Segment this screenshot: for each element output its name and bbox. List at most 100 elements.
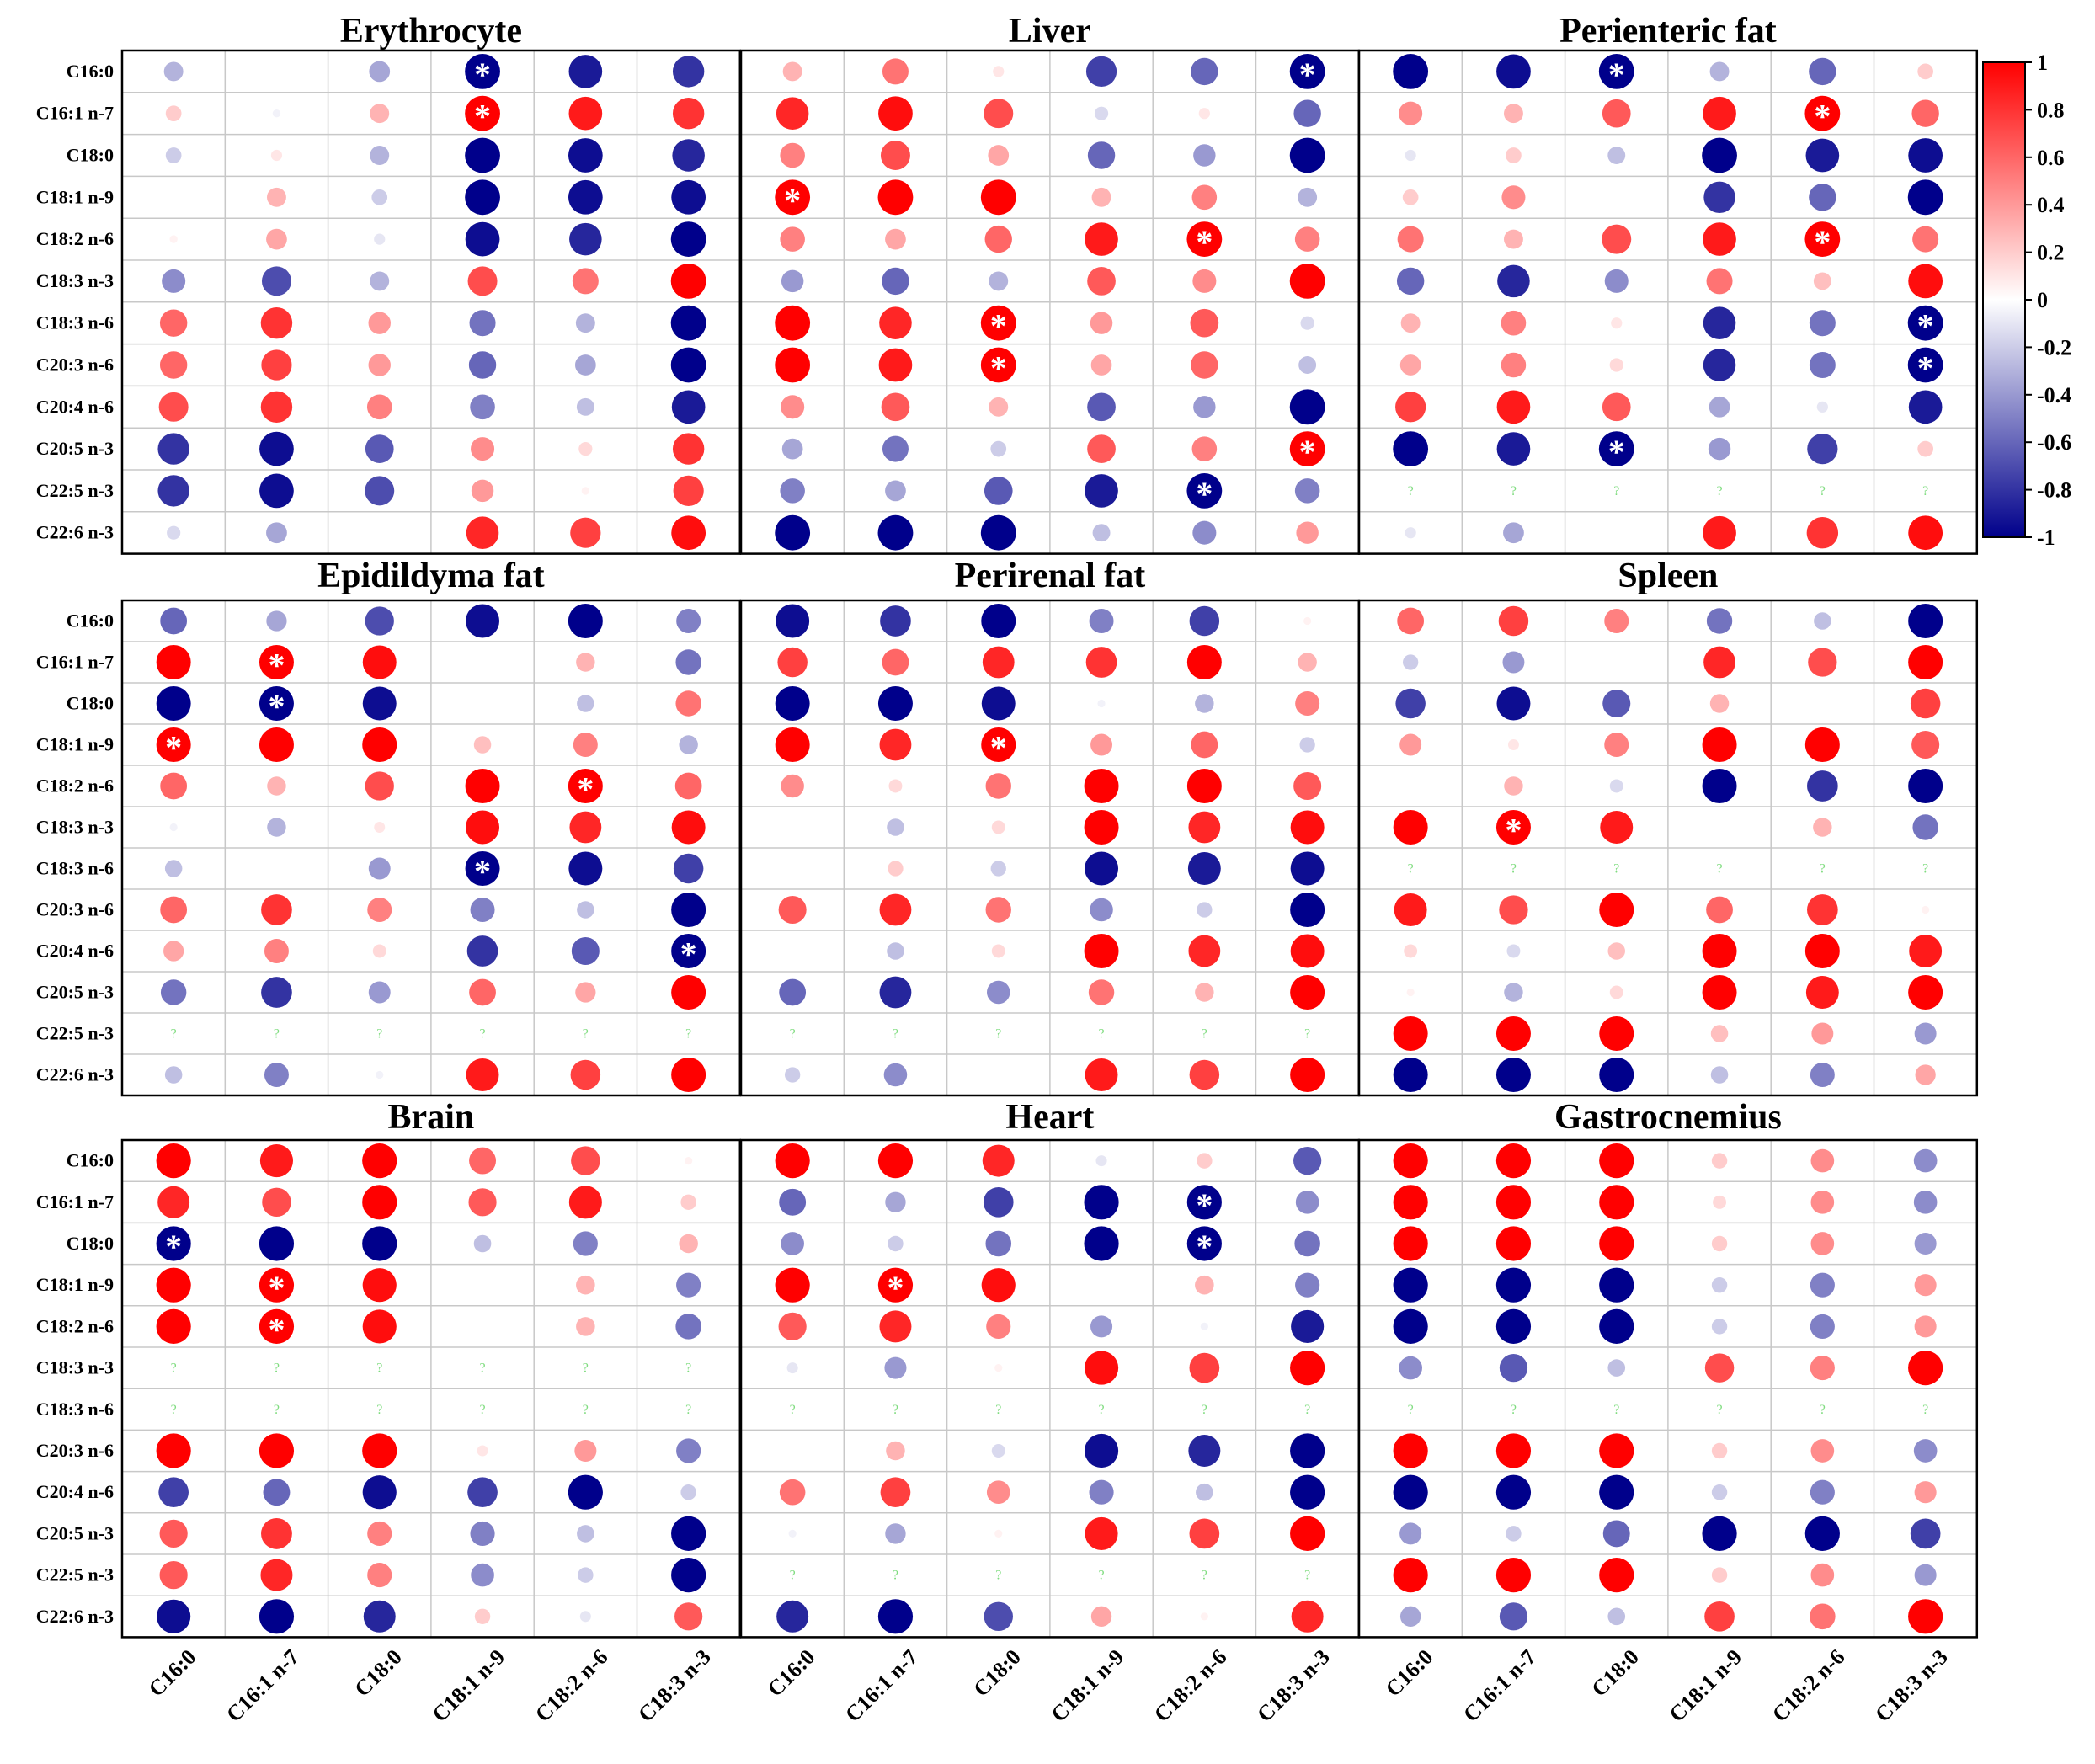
correlation-dot — [775, 727, 810, 762]
na-mark: ? — [1613, 484, 1619, 498]
correlation-dot — [365, 476, 395, 506]
na-mark: ? — [1511, 1403, 1517, 1417]
correlation-dot — [791, 825, 795, 829]
correlation-dot — [1711, 1484, 1728, 1500]
correlation-dot — [1087, 141, 1116, 169]
correlation-dot — [775, 514, 811, 551]
correlation-dot — [481, 701, 485, 706]
correlation-dot — [157, 1599, 191, 1633]
correlation-dot — [159, 309, 188, 337]
column-label: C16:1 n-7 — [840, 1644, 923, 1727]
correlation-dot — [1599, 1185, 1634, 1220]
correlation-dot — [1291, 1309, 1325, 1343]
correlation-dot — [882, 267, 909, 296]
correlation-dot — [467, 266, 498, 296]
correlation-dot — [579, 1611, 591, 1623]
correlation-dot — [1097, 699, 1106, 708]
correlation-dot — [1908, 975, 1943, 1010]
correlation-dot — [981, 686, 1016, 721]
correlation-dot — [259, 645, 294, 679]
correlation-dot — [1614, 195, 1618, 200]
correlation-dot — [1195, 983, 1214, 1002]
na-mark: ? — [1716, 1403, 1722, 1417]
correlation-dot — [1602, 224, 1632, 254]
na-mark: ? — [171, 1403, 177, 1417]
correlation-dot — [1090, 1606, 1112, 1627]
row-label: C16:0 — [67, 61, 114, 82]
correlation-dot — [466, 516, 499, 549]
correlation-dot — [1393, 1267, 1428, 1303]
correlation-dot — [1290, 1351, 1325, 1386]
colorbar-tick-label: -0.8 — [2037, 478, 2071, 503]
correlation-dot — [885, 228, 906, 250]
correlation-dot — [1197, 902, 1213, 918]
correlation-dot — [372, 944, 386, 958]
correlation-dot — [781, 438, 803, 460]
correlation-dot — [880, 141, 910, 170]
correlation-dot — [1089, 1479, 1114, 1505]
correlation-dot — [1087, 434, 1116, 463]
correlation-dot — [1810, 1356, 1835, 1381]
correlation-dot — [164, 860, 183, 877]
correlation-dot — [1912, 226, 1939, 253]
correlation-dot — [885, 480, 906, 502]
row-label: C18:0 — [67, 1233, 114, 1254]
correlation-dot — [1706, 608, 1733, 634]
correlation-dot — [1914, 1232, 1937, 1255]
correlation-dot — [577, 695, 594, 712]
correlation-dot — [1499, 1602, 1528, 1631]
significance-star: * — [1196, 1186, 1213, 1224]
correlation-dot — [984, 99, 1014, 129]
correlation-dot — [1085, 1058, 1118, 1091]
correlation-dot — [671, 934, 706, 968]
correlation-dot — [1810, 1063, 1835, 1087]
na-mark: ? — [893, 1027, 898, 1042]
correlation-dot — [261, 349, 292, 381]
correlation-dot — [1706, 268, 1733, 295]
correlation-dot — [1604, 733, 1629, 757]
correlation-dot — [982, 1144, 1015, 1177]
na-mark: ? — [1408, 1403, 1414, 1417]
correlation-dot — [465, 769, 500, 803]
correlation-dot — [1085, 56, 1117, 87]
correlation-dot — [1820, 701, 1825, 706]
correlation-dot — [1295, 1190, 1319, 1214]
correlation-dot — [1807, 770, 1838, 802]
correlation-dot — [1504, 776, 1523, 796]
correlation-dot — [881, 392, 910, 422]
correlation-dot — [156, 686, 191, 721]
correlation-dot — [1602, 689, 1631, 718]
correlation-dot — [163, 941, 184, 962]
correlation-dot — [1409, 784, 1413, 788]
correlation-dot — [1702, 1516, 1737, 1551]
correlation-dot — [775, 686, 810, 721]
correlation-dot — [888, 861, 904, 877]
correlation-dot — [671, 1516, 706, 1551]
correlation-dot — [1911, 99, 1939, 127]
correlation-dot — [368, 857, 391, 880]
correlation-dot — [1599, 1558, 1634, 1593]
significance-star: * — [1917, 349, 1934, 387]
correlation-dot — [1400, 313, 1421, 333]
correlation-dot — [676, 1272, 701, 1298]
correlation-dot — [675, 649, 701, 675]
correlation-dot — [365, 434, 394, 463]
correlation-dot — [1602, 99, 1631, 128]
correlation-dot — [1498, 605, 1529, 637]
correlation-dot — [568, 851, 603, 886]
panel-border — [1357, 599, 1979, 1097]
correlation-dot — [570, 1059, 601, 1090]
correlation-dot — [672, 98, 705, 130]
correlation-dot — [1711, 1235, 1728, 1252]
correlation-dot — [368, 981, 391, 1004]
row-label: C22:5 n-3 — [36, 480, 114, 501]
row-label: C20:3 n-6 — [36, 354, 114, 376]
significance-star: * — [680, 935, 697, 973]
na-mark: ? — [790, 1569, 796, 1583]
correlation-dot — [1293, 99, 1321, 127]
correlation-dot — [989, 271, 1009, 291]
correlation-dot — [985, 897, 1011, 923]
na-mark: ? — [1716, 862, 1722, 877]
correlation-dot — [1599, 1226, 1634, 1261]
na-mark: ? — [1613, 862, 1619, 877]
